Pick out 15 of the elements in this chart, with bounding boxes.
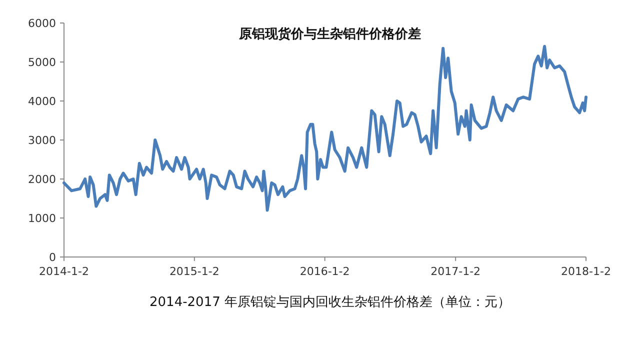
x-tick-label: 2017-1-2 [430,265,481,278]
x-tick-label: 2015-1-2 [169,265,220,278]
chart-title: 原铝现货价与生杂铝件价格价差 [238,26,421,42]
y-tick-label: 2000 [28,173,56,186]
y-tick-label: 6000 [28,17,56,30]
line-series [62,44,588,212]
y-tick-label: 4000 [28,95,56,108]
y-tick-label: 0 [49,251,56,264]
y-tick-label: 3000 [28,134,56,147]
x-axis-title: 2014-2017 年原铝锭与国内回收生杂铝件价格差（单位：元） [150,295,510,310]
x-tick-label: 2016-1-2 [300,265,350,278]
y-tick-label: 5000 [28,56,56,69]
x-tick-label: 2018-1-2 [561,265,611,278]
y-tick-label: 1000 [28,212,56,225]
x-tick-label: 2014-1-2 [39,265,89,278]
